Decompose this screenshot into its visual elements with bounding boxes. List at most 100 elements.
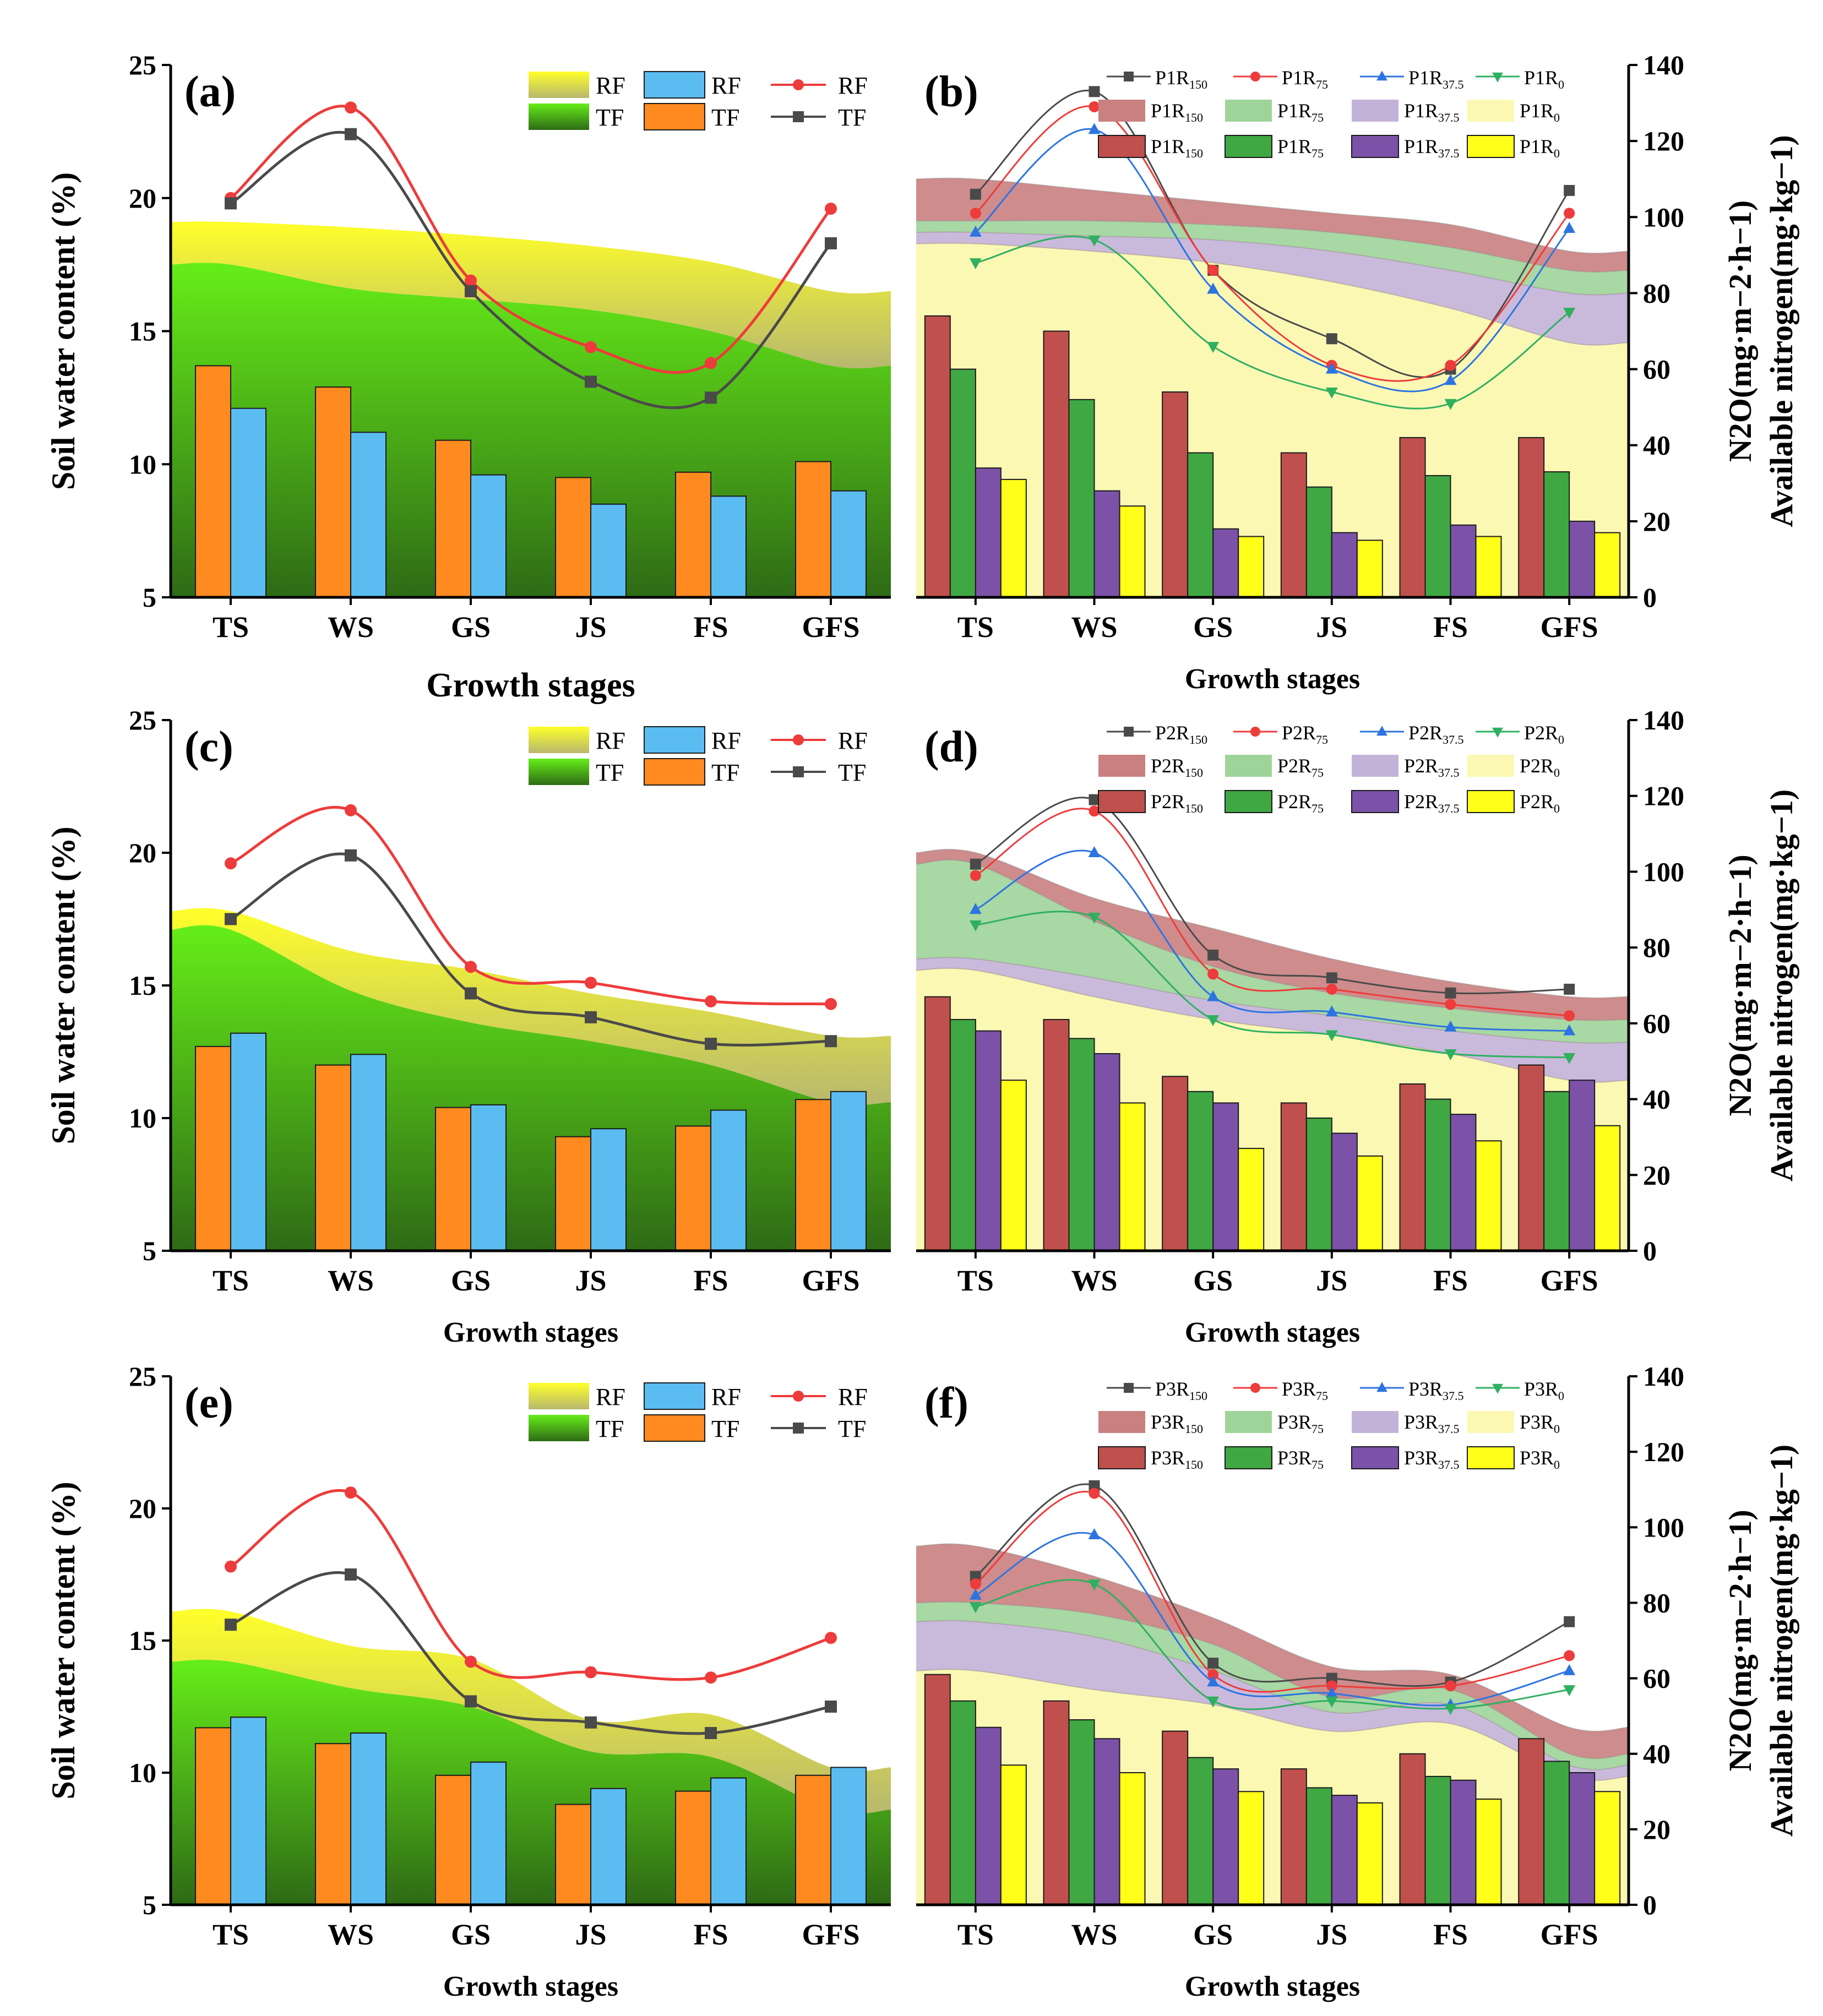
legend-swatch-area — [1098, 755, 1145, 777]
x-tick-label: GS — [1193, 1918, 1233, 1951]
legend-label: P3R75 — [1282, 1378, 1328, 1403]
bar-P2R150-TS — [924, 996, 951, 1251]
legend-label: P2R75 — [1277, 791, 1324, 815]
point-P2R75-WS — [1089, 805, 1100, 817]
bar-P1R75-WS — [1068, 399, 1095, 598]
y-tick-label: 140 — [1643, 705, 1684, 735]
legend-swatch-bar — [1225, 135, 1272, 158]
legend-swatch-area — [1352, 755, 1398, 777]
bar-P3R150-WS — [1043, 1700, 1070, 1906]
legend-swatch-bar — [1351, 790, 1399, 813]
legend-marker — [793, 79, 804, 90]
bar-P1R37.5-GS — [1212, 528, 1239, 598]
y-tick-label: 120 — [1643, 781, 1684, 811]
bar-P3R75-JS — [1305, 1787, 1332, 1905]
area-band-P1R150 — [916, 178, 1629, 273]
line-P1R0 — [975, 236, 1570, 410]
bar-P3R150-TS — [924, 1674, 951, 1906]
area-edge — [916, 859, 1629, 1021]
y-tick-label: 25 — [129, 50, 156, 80]
legend-swatch-bar — [1098, 1446, 1146, 1469]
point-P2R75-GFS — [1564, 1010, 1575, 1022]
y-axis-title: Soil water content (%) — [45, 172, 81, 490]
bar-RF-GS — [470, 1761, 507, 1906]
bar-TF-GS — [435, 1107, 471, 1251]
x-tick-label: GFS — [802, 1264, 859, 1297]
legend-swatch-area — [529, 1415, 589, 1441]
point-P2R0-JS — [1325, 1030, 1338, 1042]
y-tick-label: 10 — [129, 1757, 156, 1788]
point-TF-JS — [585, 375, 597, 388]
point-P3R75-FS — [1445, 1680, 1456, 1692]
bar-P3R37.5-TS — [975, 1726, 1002, 1906]
bar-P2R37.5-TS — [975, 1030, 1002, 1251]
bar-P2R37.5-GS — [1212, 1102, 1239, 1251]
point-P3R0-FS — [1444, 1704, 1457, 1715]
point-RF-FS — [705, 1671, 717, 1684]
legend-label: RF — [596, 727, 625, 754]
point-RF-FS — [705, 995, 717, 1007]
line-RF — [230, 1489, 831, 1681]
y-axis-title-2: Available nitrogen(mg·kg−1) — [1764, 1445, 1799, 1837]
point-RF-JS — [585, 341, 597, 353]
bar-P1R150-TS — [924, 315, 951, 598]
bar-P3R37.5-GFS — [1569, 1772, 1596, 1905]
area-edge — [916, 220, 1629, 273]
point-P3R37.5-WS — [1088, 1528, 1101, 1539]
point-P1R75-FS — [1445, 359, 1456, 371]
legend-swatch-bar — [1098, 790, 1146, 813]
point-RF-GFS — [825, 1632, 837, 1644]
line-P3R150 — [975, 1483, 1570, 1687]
legend-swatch-bar — [644, 71, 705, 99]
point-P2R37.5-GFS — [1563, 1024, 1576, 1036]
point-RF-GS — [465, 274, 477, 287]
y-tick-label: 15 — [129, 970, 156, 1001]
bar-P3R75-WS — [1068, 1719, 1095, 1905]
x-tick-label: WS — [1071, 1264, 1117, 1297]
point-TF-WS — [345, 1568, 357, 1581]
x-axis-title: Growth stages — [1185, 663, 1360, 695]
legend-label: RF — [838, 72, 868, 99]
panel-e: 5 10 15 20 25 TS WS GS JS FS GFS Growth stages Soil … — [45, 1361, 891, 2002]
legend-marker — [1250, 72, 1260, 81]
bar-P1R75-FS — [1424, 475, 1451, 598]
point-P1R0-TS — [969, 258, 982, 270]
legend-label: P3R75 — [1277, 1411, 1324, 1436]
legend-label: P1R37.5 — [1404, 100, 1460, 124]
panel-b: 0 20 40 60 80 100 120 140 TS WS GS JS FS GFS Growth st… — [916, 50, 1799, 695]
point-RF-WS — [345, 804, 357, 816]
y-tick-label: 10 — [129, 1103, 156, 1134]
x-tick-label: TS — [213, 1918, 249, 1951]
panel-label: (c) — [184, 723, 233, 771]
bar-TF-TS — [195, 1045, 231, 1251]
y-tick-label: 100 — [1643, 201, 1684, 232]
legend-label: RF — [596, 72, 625, 99]
point-P2R37.5-GS — [1207, 990, 1220, 1001]
bar-RF-TS — [230, 1032, 266, 1251]
point-TF-JS — [585, 1716, 597, 1729]
legend-swatch-bar — [644, 758, 705, 786]
x-tick-label: FS — [1433, 1264, 1468, 1297]
bar-P3R37.5-GS — [1212, 1768, 1239, 1905]
y-tick-label: 20 — [129, 1493, 156, 1524]
y-axis-title: Soil water content (%) — [45, 826, 81, 1144]
point-P3R0-JS — [1325, 1696, 1338, 1708]
bar-P1R37.5-GFS — [1569, 520, 1596, 598]
bar-P2R37.5-JS — [1331, 1132, 1358, 1252]
bar-P1R0-GFS — [1594, 532, 1621, 598]
x-tick-label: FS — [693, 1264, 728, 1297]
point-P3R0-GS — [1207, 1696, 1220, 1708]
legend-label: TF — [838, 104, 866, 131]
legend-swatch-bar — [1098, 135, 1146, 158]
legend-swatch-area — [1225, 100, 1272, 122]
point-P2R0-FS — [1444, 1049, 1457, 1060]
bar-RF-GS — [470, 474, 507, 598]
point-P1R75-WS — [1089, 101, 1100, 112]
point-P2R37.5-TS — [969, 903, 982, 914]
point-P2R75-FS — [1445, 999, 1456, 1010]
bar-P2R150-GS — [1162, 1076, 1189, 1252]
legend-swatch-area — [1467, 1411, 1514, 1433]
x-tick-label: GFS — [802, 611, 859, 644]
point-P3R37.5-GFS — [1563, 1664, 1576, 1675]
